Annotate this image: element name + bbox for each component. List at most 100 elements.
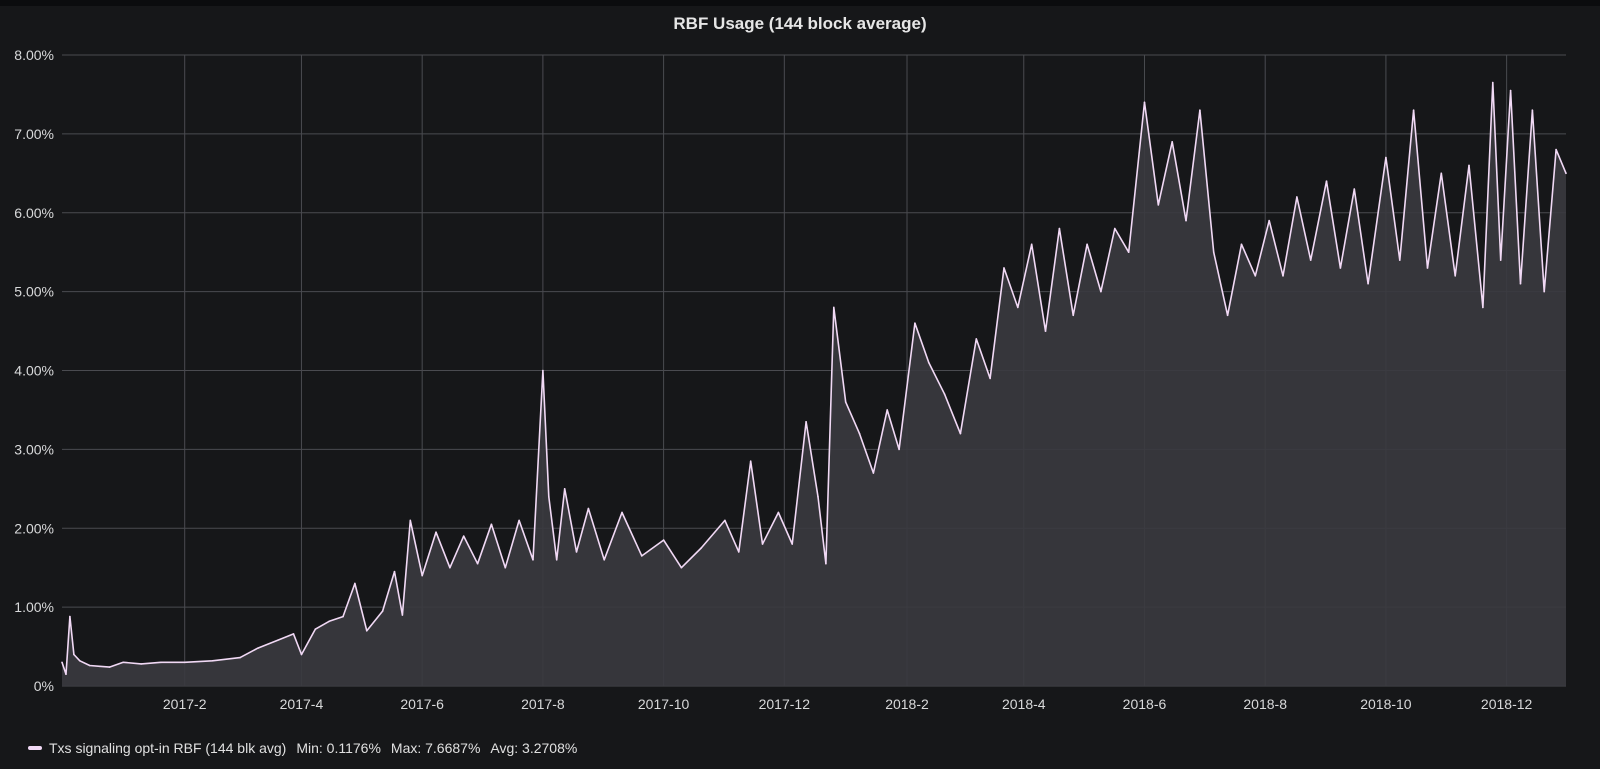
data-point: [69, 615, 71, 618]
data-point: [587, 507, 590, 510]
data-point: [1385, 156, 1387, 159]
data-point: [1086, 243, 1088, 246]
data-point: [381, 610, 384, 612]
data-point: [858, 432, 861, 435]
y-tick-label: 6.00%: [14, 205, 54, 221]
x-tick-label: 2017-4: [280, 696, 324, 712]
y-tick-label: 7.00%: [14, 126, 54, 142]
data-point: [88, 664, 91, 667]
legend-series-label[interactable]: Txs signaling opt-in RBF (144 blk avg): [49, 740, 287, 756]
data-point: [1440, 172, 1443, 175]
data-point: [409, 519, 412, 522]
legend-min: Min: 0.1176%: [296, 740, 381, 756]
data-point: [898, 448, 900, 451]
x-tick-label: 2018-2: [885, 696, 929, 712]
data-point: [257, 647, 259, 649]
area-layer: [61, 81, 1567, 687]
data-point: [61, 661, 63, 664]
data-point: [791, 543, 794, 545]
data-point: [575, 551, 578, 553]
data-point: [844, 401, 847, 403]
data-point: [641, 555, 643, 557]
data-point: [1454, 275, 1456, 277]
series-area: [62, 82, 1566, 687]
data-point: [328, 620, 330, 623]
data-point: [300, 653, 303, 656]
data-point: [662, 539, 665, 541]
data-point: [959, 432, 962, 435]
legend-max: Max: 7.6687%: [390, 740, 481, 756]
data-point: [1543, 290, 1546, 293]
panel-title: RBF Usage (144 block average): [673, 14, 927, 33]
data-point: [700, 547, 702, 549]
data-point: [449, 566, 451, 569]
data-point: [1044, 330, 1047, 332]
x-axis: 2017-2 2017-4 2017-6 2017-8 2017-10 2017-12 20…: [163, 696, 1533, 712]
legend: Txs signaling opt-in RBF (144 blk avg) M…: [28, 738, 577, 758]
data-point: [555, 559, 558, 561]
data-point: [1003, 267, 1005, 269]
x-tick-label: 2018-8: [1243, 696, 1287, 712]
data-point: [1030, 243, 1033, 246]
data-point: [421, 574, 423, 577]
data-point: [975, 338, 978, 340]
data-point: [1072, 314, 1075, 317]
data-point: [1325, 180, 1328, 182]
data-point: [724, 519, 726, 522]
data-point: [342, 615, 344, 618]
data-point: [989, 377, 991, 380]
data-point: [476, 562, 479, 565]
x-tick-label: 2018-6: [1123, 696, 1167, 712]
data-point: [1157, 204, 1160, 206]
data-point: [1185, 219, 1187, 222]
data-point: [1412, 109, 1415, 112]
y-tick-label: 1.00%: [14, 599, 54, 615]
x-tick-label: 2017-8: [521, 696, 565, 712]
data-point: [777, 511, 780, 514]
data-point: [1127, 251, 1130, 253]
data-point: [603, 559, 606, 561]
data-point: [621, 511, 623, 514]
data-point: [1058, 227, 1061, 230]
data-point: [872, 472, 875, 474]
y-tick-label: 2.00%: [14, 520, 54, 536]
data-point: [563, 488, 566, 490]
data-point: [73, 653, 75, 656]
data-point: [749, 460, 752, 463]
data-point: [1531, 109, 1534, 112]
data-point: [817, 495, 819, 498]
data-point: [886, 409, 889, 411]
data-point: [211, 659, 214, 662]
series-line: [61, 81, 1567, 675]
y-tick-label: 5.00%: [14, 284, 54, 300]
legend-swatch[interactable]: [28, 746, 42, 750]
data-point: [1491, 81, 1494, 84]
data-point: [276, 639, 279, 642]
data-point: [1426, 267, 1429, 269]
data-point: [943, 393, 946, 395]
data-point: [1367, 282, 1369, 285]
data-point: [1499, 259, 1502, 261]
data-point: [1017, 306, 1019, 309]
data-point: [108, 666, 111, 668]
data-point: [1199, 109, 1201, 112]
data-point: [122, 661, 125, 664]
data-point: [761, 543, 764, 545]
data-point: [401, 614, 404, 616]
data-point: [832, 306, 835, 309]
data-point: [292, 633, 295, 635]
data-point: [79, 659, 81, 662]
data-point: [1254, 275, 1257, 277]
data-point: [393, 570, 396, 573]
data-point: [927, 361, 930, 364]
data-point: [98, 665, 101, 668]
data-point: [1171, 140, 1173, 143]
data-point: [1240, 243, 1243, 246]
data-point: [490, 523, 493, 526]
y-tick-label: 3.00%: [14, 441, 54, 457]
data-point: [1143, 101, 1146, 104]
data-point: [518, 519, 520, 522]
data-point: [435, 531, 437, 533]
